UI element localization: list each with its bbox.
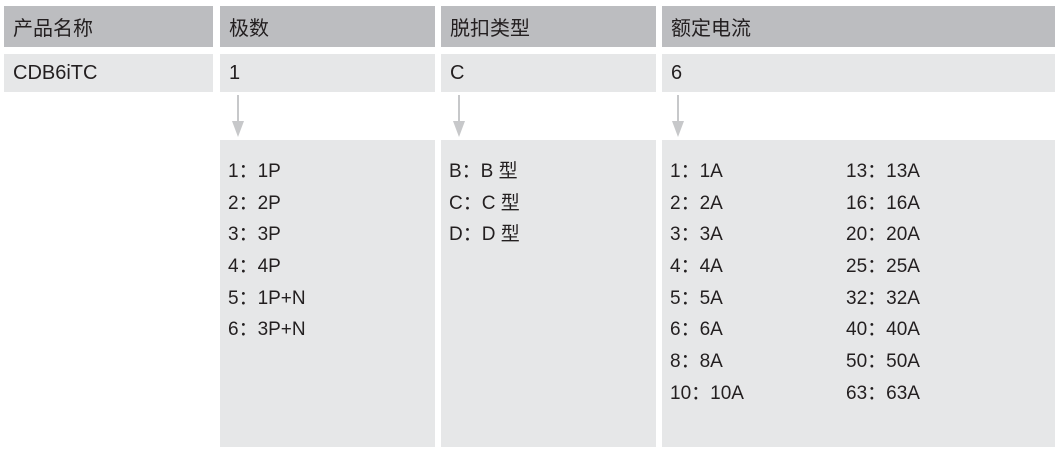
list-item: 25：25A: [846, 256, 920, 278]
value-product-name: CDB6iTC: [4, 54, 213, 92]
list-item: 4：4P: [228, 256, 281, 278]
header-trip-type: 脱扣类型: [441, 6, 656, 47]
list-item: 13：13A: [846, 161, 920, 182]
list-item: 6：6A: [670, 319, 723, 341]
list-item: 1：1P: [228, 161, 281, 182]
list-item: 4：4A: [670, 256, 723, 278]
arrow-down-icon: [232, 95, 244, 137]
list-item: 50：50A: [846, 351, 920, 373]
list-item: 20：20A: [846, 224, 920, 246]
list-item: 2：2P: [228, 192, 281, 214]
list-item: D：D 型: [449, 224, 520, 246]
list-item: 6：3P+N: [228, 319, 306, 341]
list-item: 16：16A: [846, 192, 920, 214]
list-item: 1：1A: [670, 161, 723, 182]
header-rated-current: 额定电流: [662, 6, 1055, 47]
list-item: 2：2A: [670, 192, 723, 214]
value-poles: 1: [220, 54, 435, 92]
rated-current-options: 1：1A 2：2A 3：3A 4：4A 5：5A 6：6A 8：8A 10：10…: [662, 140, 1055, 447]
trip-type-options: B：B 型 C：C 型 D：D 型: [441, 140, 656, 447]
list-item: 10：10A: [670, 382, 744, 404]
value-rated-current: 6: [662, 54, 1055, 92]
list-item: 3：3P: [228, 224, 281, 246]
list-item: B：B 型: [449, 161, 518, 182]
arrow-down-icon: [672, 95, 684, 137]
list-item: 32：32A: [846, 287, 920, 309]
list-item: 5：5A: [670, 287, 723, 309]
list-item: 3：3A: [670, 224, 723, 246]
header-product-name: 产品名称: [4, 6, 213, 47]
header-poles: 极数: [220, 6, 435, 47]
arrow-down-icon: [453, 95, 465, 137]
list-item: 8：8A: [670, 351, 723, 373]
value-trip-type: C: [441, 54, 656, 92]
list-item: 40：40A: [846, 319, 920, 341]
poles-options: 1：1P 2：2P 3：3P 4：4P 5：1P+N 6：3P+N: [220, 140, 435, 447]
list-item: 63：63A: [846, 382, 920, 404]
list-item: 5：1P+N: [228, 287, 306, 309]
current-column-2: 13：13A 16：16A 20：20A 25：25A 32：32A 40：40…: [846, 156, 920, 410]
list-item: C：C 型: [449, 192, 520, 214]
current-column-1: 1：1A 2：2A 3：3A 4：4A 5：5A 6：6A 8：8A 10：10…: [670, 156, 1055, 410]
